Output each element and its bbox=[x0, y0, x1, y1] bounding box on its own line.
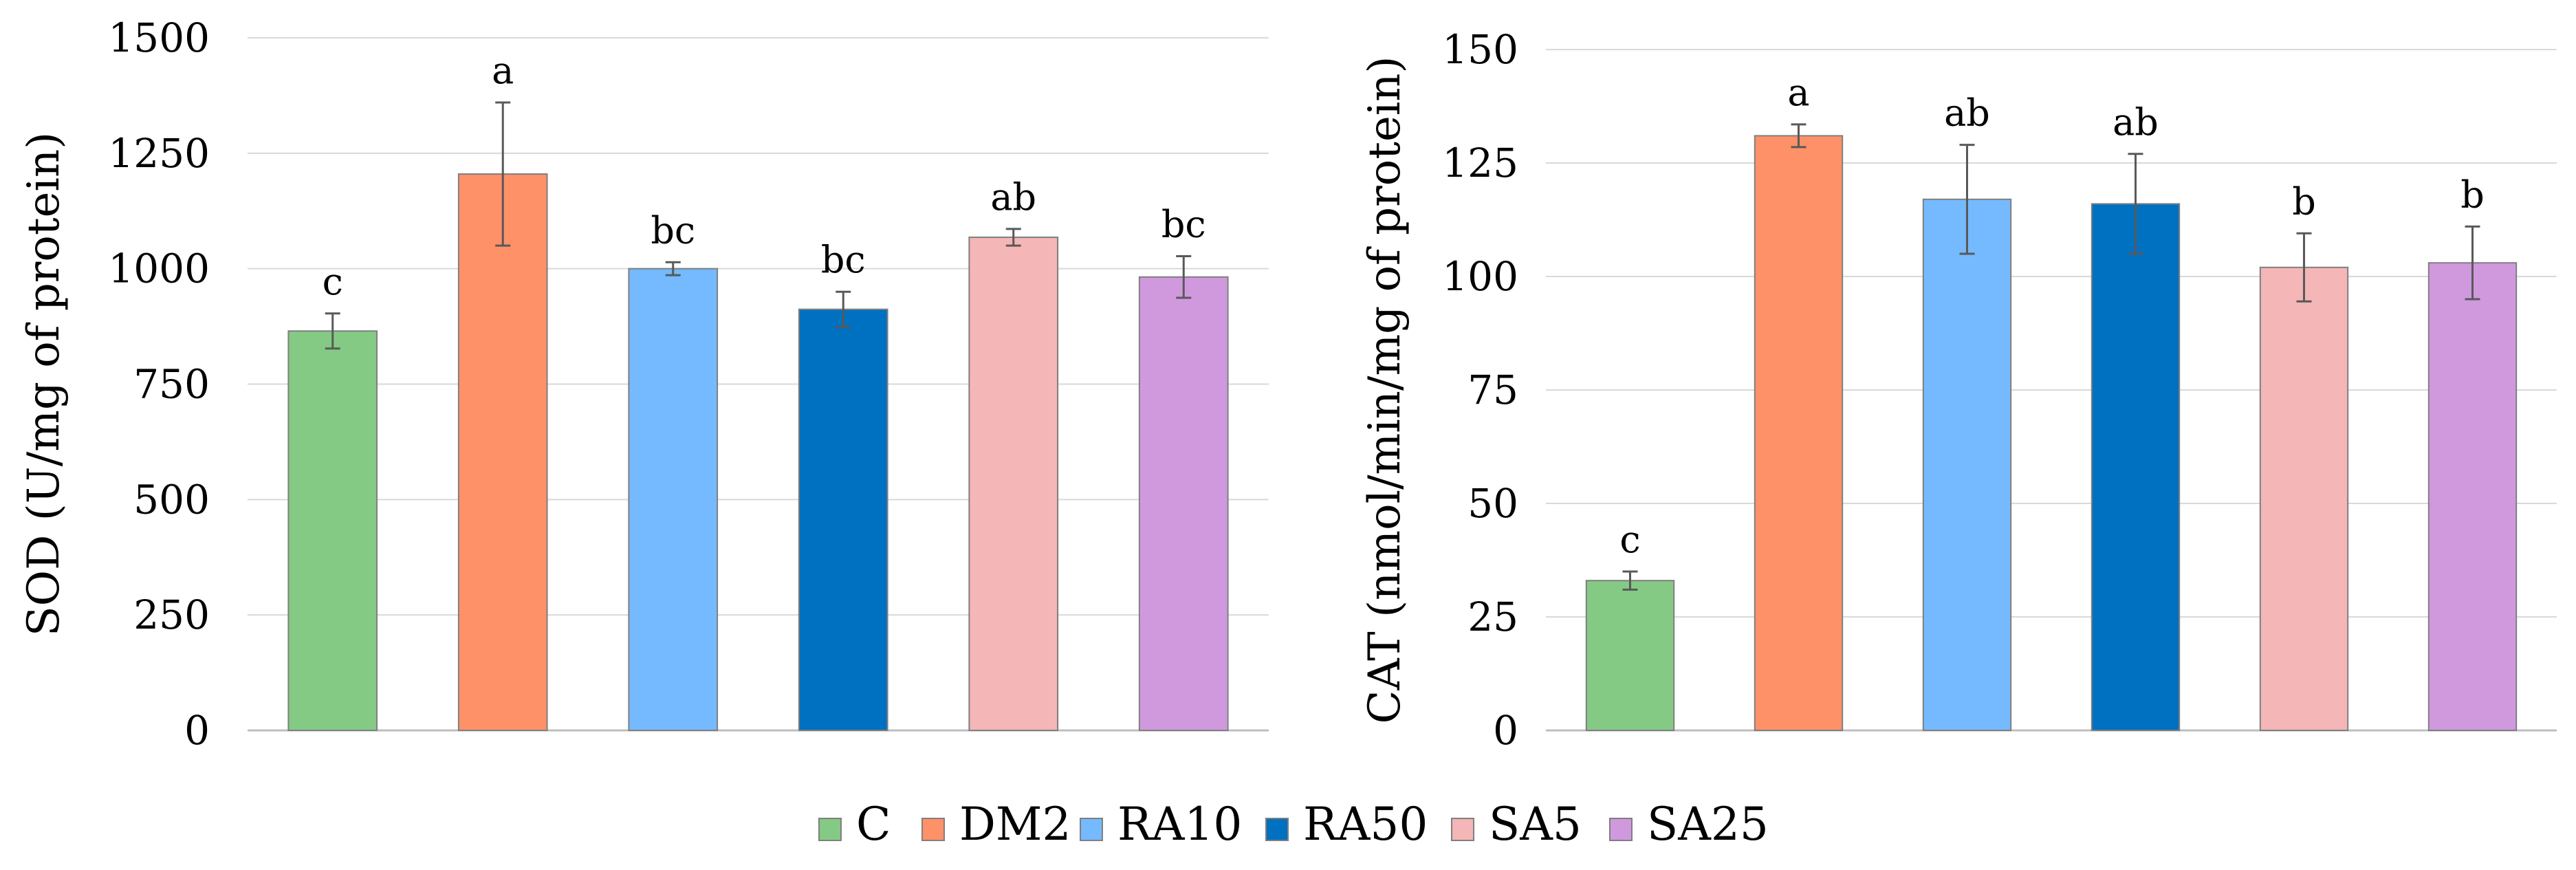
bar-c bbox=[1585, 580, 1675, 732]
bar-sa25 bbox=[1138, 276, 1229, 731]
y-tick-label: 750 bbox=[133, 361, 210, 408]
error-bar bbox=[325, 312, 340, 350]
y-tick-label: 1000 bbox=[108, 246, 210, 292]
legend-label: SA5 bbox=[1489, 798, 1582, 851]
y-tick-label: 100 bbox=[1442, 253, 1518, 300]
significance-label: bc bbox=[821, 238, 866, 281]
significance-label: a bbox=[1787, 71, 1809, 114]
bar-ra10 bbox=[1922, 198, 2012, 731]
significance-label: bc bbox=[651, 208, 695, 252]
legend: C DM2 RA10 RA50 SA5 SA25 bbox=[818, 798, 1769, 851]
legend-swatch bbox=[1609, 818, 1633, 841]
legend-label: RA10 bbox=[1117, 798, 1242, 851]
error-bar bbox=[1005, 228, 1021, 247]
y-tick-label: 150 bbox=[1442, 26, 1518, 73]
legend-swatch bbox=[818, 818, 842, 841]
significance-label: bc bbox=[1161, 203, 1206, 246]
sod-chart: 0 250 500 750 1000 1250 1500 SOD (U/mg of prote… bbox=[19, 14, 1269, 754]
error-bar bbox=[1176, 255, 1192, 299]
legend-swatch bbox=[1265, 818, 1289, 841]
y-tick-label: 25 bbox=[1467, 594, 1518, 640]
significance-label: c bbox=[1619, 518, 1640, 561]
y-axis-title: CAT (nmol/min/mg of protein) bbox=[1360, 56, 1410, 724]
legend-item-c: C bbox=[818, 798, 891, 851]
bar-ra50 bbox=[798, 308, 888, 731]
bar-dm2 bbox=[1754, 135, 1844, 731]
significance-label: a bbox=[492, 49, 514, 92]
y-tick-label: 1250 bbox=[108, 130, 210, 177]
error-bar bbox=[2465, 225, 2480, 301]
legend-item-sa25: SA25 bbox=[1609, 798, 1769, 851]
bar-sa5 bbox=[2259, 266, 2349, 731]
error-bar bbox=[495, 101, 511, 247]
error-bar bbox=[1791, 123, 1807, 149]
legend-swatch bbox=[921, 818, 945, 841]
error-bar bbox=[1959, 144, 1975, 255]
legend-label: DM2 bbox=[959, 798, 1071, 851]
bar-ra50 bbox=[2091, 203, 2181, 731]
y-tick-label: 500 bbox=[133, 476, 210, 523]
cat-chart: 0 25 50 75 100 125 150 CAT (nmol/min/mg of prot… bbox=[1360, 26, 2557, 754]
error-bar bbox=[1622, 570, 1638, 591]
bar-ra10 bbox=[628, 268, 719, 731]
legend-swatch bbox=[1451, 818, 1474, 841]
error-bar bbox=[2296, 232, 2312, 303]
error-bar bbox=[665, 261, 681, 276]
significance-label: ab bbox=[1944, 91, 1990, 135]
bar-c bbox=[287, 330, 378, 731]
legend-swatch bbox=[1080, 818, 1103, 841]
legend-label: RA50 bbox=[1303, 798, 1428, 851]
significance-label: c bbox=[323, 260, 343, 303]
y-tick-label: 250 bbox=[133, 591, 210, 638]
error-bar bbox=[2128, 153, 2143, 255]
y-tick-label: 0 bbox=[184, 707, 210, 754]
bar-sa5 bbox=[968, 237, 1059, 731]
bar-dm2 bbox=[457, 173, 548, 731]
y-tick-label: 50 bbox=[1467, 480, 1518, 527]
significance-label: ab bbox=[2113, 100, 2159, 144]
error-bar bbox=[836, 290, 851, 328]
y-tick-label: 75 bbox=[1467, 367, 1518, 413]
legend-item-dm2: DM2 bbox=[921, 798, 1071, 851]
legend-item-ra10: RA10 bbox=[1080, 798, 1242, 851]
significance-label: b bbox=[2460, 173, 2485, 216]
legend-item-ra50: RA50 bbox=[1265, 798, 1428, 851]
y-tick-label: 1500 bbox=[108, 14, 210, 61]
y-tick-label: 0 bbox=[1493, 707, 1518, 754]
legend-label: SA25 bbox=[1647, 798, 1769, 851]
legend-label: C bbox=[856, 798, 891, 851]
legend-item-sa5: SA5 bbox=[1451, 798, 1582, 851]
y-axis-title: SOD (U/mg of protein) bbox=[19, 132, 69, 636]
bar-sa25 bbox=[2427, 262, 2518, 731]
y-tick-label: 125 bbox=[1442, 140, 1518, 186]
significance-label: b bbox=[2292, 180, 2316, 223]
significance-label: ab bbox=[990, 175, 1036, 219]
